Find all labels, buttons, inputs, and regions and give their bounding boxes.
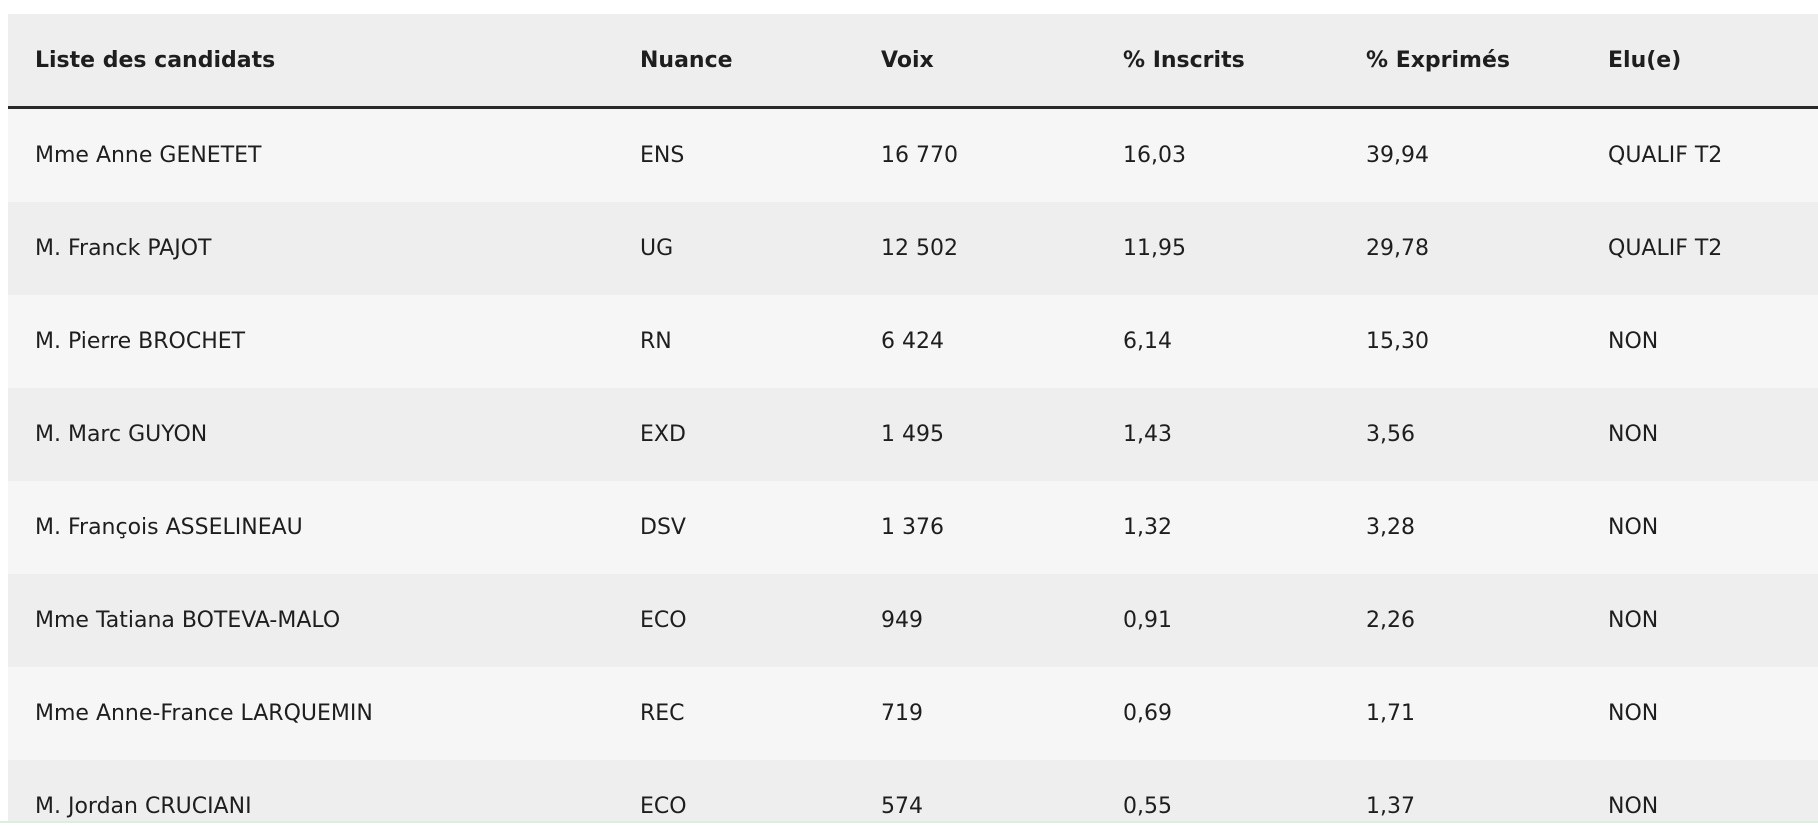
table-cell: 12 502 bbox=[881, 236, 958, 261]
table-cell: NON bbox=[1608, 701, 1659, 726]
divider bbox=[0, 821, 1818, 823]
table-header: Liste des candidats Nuance Voix % Inscrits%… bbox=[8, 14, 1818, 109]
table-cell: 1 376 bbox=[881, 515, 944, 540]
header-cell: Liste des candidats bbox=[35, 47, 276, 73]
table-cell: NON bbox=[1608, 794, 1659, 819]
table-cell: 6,14 bbox=[1123, 329, 1172, 354]
header-cell: % Exprimés bbox=[1366, 47, 1510, 73]
table-row: M. François ASSELINEAU DSV 1 376 1,32 3,28 NO… bbox=[8, 481, 1818, 574]
table-cell: 1,32 bbox=[1123, 515, 1172, 540]
table-cell: Mme Tatiana BOTEVA-MALO bbox=[35, 608, 341, 633]
table-cell: 15,30 bbox=[1366, 329, 1429, 354]
table-cell: UG bbox=[640, 236, 674, 261]
table-cell: 1,37 bbox=[1366, 794, 1415, 819]
table-cell: 39,94 bbox=[1366, 143, 1429, 168]
table-cell: DSV bbox=[640, 515, 686, 540]
table-cell: RN bbox=[640, 329, 672, 354]
table-cell: 719 bbox=[881, 701, 923, 726]
table-cell: 3,56 bbox=[1366, 422, 1415, 447]
table-cell: ECO bbox=[640, 794, 687, 819]
table-row: Mme Anne-France LARQUEMIN REC 719 0,69 1,71 N… bbox=[8, 667, 1818, 760]
table-cell: M. Pierre BROCHET bbox=[35, 329, 246, 354]
table-cell: 0,55 bbox=[1123, 794, 1172, 819]
table-cell: NON bbox=[1608, 422, 1659, 447]
table-cell: 2,26 bbox=[1366, 608, 1415, 633]
table-cell: 6 424 bbox=[881, 329, 944, 354]
table-cell: NON bbox=[1608, 608, 1659, 633]
table-row: M. Franck PAJOT UG 12 502 11,95 29,78 QUALIF … bbox=[8, 202, 1818, 295]
table-cell: 3,28 bbox=[1366, 515, 1415, 540]
table-cell: 29,78 bbox=[1366, 236, 1429, 261]
table-row: Mme Anne GENETET ENS 16 770 16,03 39,94 QUALI… bbox=[8, 109, 1818, 202]
header-cell: % Inscrits bbox=[1123, 47, 1245, 73]
table-cell: QUALIF T2 bbox=[1608, 236, 1723, 261]
table-cell: 1 495 bbox=[881, 422, 944, 447]
table-cell: 949 bbox=[881, 608, 923, 633]
table-row: M. Jordan CRUCIANI ECO 574 0,55 1,37 NON bbox=[8, 760, 1818, 821]
table-cell: M. Marc GUYON bbox=[35, 422, 208, 447]
table-cell: M. François ASSELINEAU bbox=[35, 515, 303, 540]
table-cell: Mme Anne GENETET bbox=[35, 143, 262, 168]
header-cell: Elu(e) bbox=[1608, 47, 1682, 73]
table-cell: Mme Anne-France LARQUEMIN bbox=[35, 701, 373, 726]
table-row: Mme Tatiana BOTEVA-MALO ECO 949 0,91 2,26 NON bbox=[8, 574, 1818, 667]
table-row: M. Marc GUYON EXD 1 495 1,43 3,56 NON bbox=[8, 388, 1818, 481]
table-cell: 1,43 bbox=[1123, 422, 1172, 447]
table-cell: EXD bbox=[640, 422, 686, 447]
table-cell: 11,95 bbox=[1123, 236, 1186, 261]
table-cell: 1,71 bbox=[1366, 701, 1415, 726]
table-cell: NON bbox=[1608, 515, 1659, 540]
table-cell: QUALIF T2 bbox=[1608, 143, 1723, 168]
table-cell: NON bbox=[1608, 329, 1659, 354]
table-row: M. Pierre BROCHET RN 6 424 6,14 15,30 NON bbox=[8, 295, 1818, 388]
header-cell: Voix bbox=[881, 47, 934, 73]
results-table: Liste des candidats Nuance Voix % Inscrits%… bbox=[8, 14, 1818, 821]
table-cell: ENS bbox=[640, 143, 685, 168]
header-cell: Nuance bbox=[640, 47, 733, 73]
table-cell: REC bbox=[640, 701, 685, 726]
table-cell: 16 770 bbox=[881, 143, 958, 168]
table-cell: M. Franck PAJOT bbox=[35, 236, 212, 261]
table-cell: 16,03 bbox=[1123, 143, 1186, 168]
table-cell: 574 bbox=[881, 794, 923, 819]
table-cell: 0,69 bbox=[1123, 701, 1172, 726]
table-cell: M. Jordan CRUCIANI bbox=[35, 794, 252, 819]
table-cell: 0,91 bbox=[1123, 608, 1172, 633]
table-cell: ECO bbox=[640, 608, 687, 633]
